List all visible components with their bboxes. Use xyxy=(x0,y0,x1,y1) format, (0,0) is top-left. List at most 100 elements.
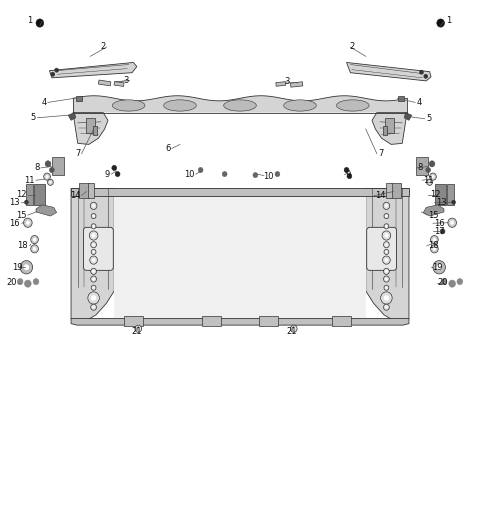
Circle shape xyxy=(384,276,389,282)
Text: 10: 10 xyxy=(184,169,194,179)
Circle shape xyxy=(427,179,432,185)
Circle shape xyxy=(385,225,387,227)
Text: 19: 19 xyxy=(12,263,23,272)
Bar xyxy=(417,157,429,175)
Polygon shape xyxy=(49,62,137,78)
Bar xyxy=(124,316,143,326)
Bar xyxy=(88,183,94,198)
Circle shape xyxy=(92,270,95,273)
Bar xyxy=(86,118,95,133)
Text: 16: 16 xyxy=(434,219,445,228)
Bar xyxy=(34,184,45,205)
Circle shape xyxy=(384,258,388,262)
Text: 14: 14 xyxy=(375,191,386,200)
Circle shape xyxy=(384,285,389,290)
Circle shape xyxy=(344,167,349,173)
Circle shape xyxy=(384,304,389,310)
Text: 15: 15 xyxy=(16,210,26,220)
Bar xyxy=(385,118,394,133)
Bar xyxy=(446,184,454,205)
Ellipse shape xyxy=(224,100,256,111)
Circle shape xyxy=(384,249,389,254)
Circle shape xyxy=(383,202,390,209)
Bar xyxy=(276,81,286,87)
Circle shape xyxy=(448,218,456,227)
Text: 8: 8 xyxy=(418,163,423,173)
Circle shape xyxy=(36,19,44,27)
Bar xyxy=(383,126,387,135)
Bar xyxy=(391,183,401,198)
Bar xyxy=(398,96,404,101)
Bar xyxy=(386,183,392,198)
Circle shape xyxy=(382,231,391,240)
Circle shape xyxy=(347,174,352,179)
Circle shape xyxy=(31,236,38,244)
Circle shape xyxy=(93,287,95,289)
Circle shape xyxy=(440,229,445,234)
Circle shape xyxy=(90,202,97,209)
Circle shape xyxy=(88,292,99,304)
Circle shape xyxy=(92,204,95,207)
Circle shape xyxy=(385,270,388,273)
Text: 2: 2 xyxy=(349,41,355,51)
Circle shape xyxy=(92,278,95,281)
Circle shape xyxy=(222,172,227,177)
Circle shape xyxy=(49,167,54,173)
Text: 18: 18 xyxy=(17,241,28,250)
Circle shape xyxy=(90,256,97,264)
Circle shape xyxy=(441,279,447,285)
Text: 7: 7 xyxy=(75,149,81,158)
Circle shape xyxy=(429,161,435,167)
Circle shape xyxy=(385,287,387,289)
Circle shape xyxy=(457,279,463,285)
Circle shape xyxy=(436,264,442,270)
Bar xyxy=(332,316,351,326)
Circle shape xyxy=(383,256,390,264)
Circle shape xyxy=(253,173,258,178)
Circle shape xyxy=(292,327,295,330)
Circle shape xyxy=(385,251,387,253)
Polygon shape xyxy=(36,205,57,216)
Circle shape xyxy=(384,242,389,248)
Bar xyxy=(259,316,278,326)
Bar xyxy=(114,196,366,318)
Text: 9: 9 xyxy=(346,169,351,179)
Text: 13: 13 xyxy=(10,198,20,207)
Bar xyxy=(202,316,221,326)
Text: 6: 6 xyxy=(165,144,170,153)
Circle shape xyxy=(91,242,96,248)
Bar xyxy=(26,184,33,205)
Circle shape xyxy=(20,261,33,274)
Bar xyxy=(52,157,63,175)
Text: 2: 2 xyxy=(100,41,106,51)
Circle shape xyxy=(115,172,120,177)
Circle shape xyxy=(385,215,387,217)
Circle shape xyxy=(93,251,95,253)
Circle shape xyxy=(135,325,142,332)
Circle shape xyxy=(17,279,23,285)
Circle shape xyxy=(89,231,98,240)
Text: 4: 4 xyxy=(42,98,47,107)
Polygon shape xyxy=(71,188,114,323)
Text: 13: 13 xyxy=(436,198,446,207)
Circle shape xyxy=(33,279,39,285)
Text: 12: 12 xyxy=(430,190,440,199)
Circle shape xyxy=(91,276,96,282)
Text: 11: 11 xyxy=(423,176,434,185)
Circle shape xyxy=(428,181,431,184)
Circle shape xyxy=(431,236,438,244)
Circle shape xyxy=(26,221,30,225)
Circle shape xyxy=(33,238,36,242)
Text: 14: 14 xyxy=(70,191,81,200)
Text: 20: 20 xyxy=(438,278,448,287)
Bar xyxy=(71,188,409,196)
Circle shape xyxy=(430,173,436,180)
Circle shape xyxy=(450,221,454,225)
Circle shape xyxy=(51,72,55,76)
Circle shape xyxy=(384,268,389,274)
Ellipse shape xyxy=(336,100,369,111)
Polygon shape xyxy=(73,113,108,144)
Circle shape xyxy=(24,200,28,204)
Circle shape xyxy=(424,74,428,78)
Circle shape xyxy=(426,167,431,173)
